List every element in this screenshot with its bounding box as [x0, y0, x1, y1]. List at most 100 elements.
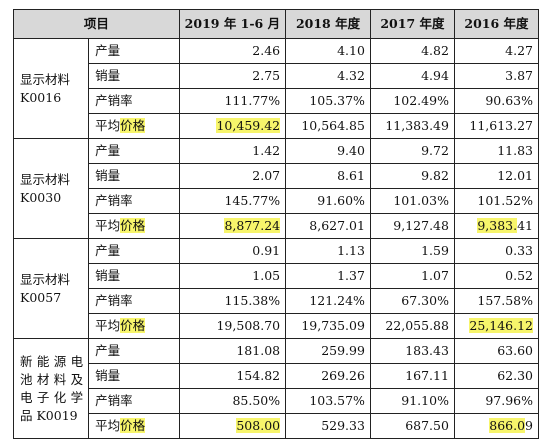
cell-value: 3.87 — [453, 63, 539, 89]
cell-value: 91.60% — [285, 188, 371, 214]
cell-value: 9,383.41 — [453, 213, 539, 239]
header-item: 项目 — [13, 9, 180, 39]
cell-value: 91.10% — [369, 388, 455, 414]
header-2018: 2018 年度 — [285, 9, 371, 39]
group-label-k0019: 新能源电 池材料及 电子化学 品 K0019 — [12, 338, 90, 439]
highlight: 8,877.24 — [224, 218, 281, 233]
cell-value: 10,564.85 — [285, 113, 371, 139]
table-row: 产销率 85.50% 103.57% 91.10% 97.96% — [14, 388, 539, 414]
highlight: 价格 — [120, 118, 146, 133]
header-row: 项目 2019 年 1-6 月 2018 年度 2017 年度 2016 年度 — [13, 9, 539, 39]
table-row: 销量 1.05 1.37 1.07 0.52 — [14, 263, 539, 289]
group-label-k0057: 显示材料 K0057 — [12, 238, 90, 339]
cell-value: 19,508.70 — [178, 313, 287, 339]
cell-value: 12.01 — [453, 163, 539, 189]
table-row: 产销率 111.77% 105.37% 102.49% 90.63% — [14, 88, 539, 114]
cell-value: 4.82 — [369, 38, 455, 64]
row-label: 销量 — [88, 63, 180, 89]
table-row: 显示材料 K0016 产量 2.46 4.10 4.82 4.27 — [12, 38, 539, 139]
cell-value: 25,146.12 — [453, 313, 539, 339]
row-label: 产销率 — [88, 388, 180, 414]
cell-value: 85.50% — [178, 388, 287, 414]
row-label: 产量 — [88, 38, 180, 64]
cell-value: 866.09 — [453, 413, 539, 439]
table-row: 销量 154.82 269.26 167.11 62.30 — [14, 363, 539, 389]
cell-value: 9.72 — [369, 138, 455, 164]
cell-value: 9.82 — [369, 163, 455, 189]
row-label: 产量 — [88, 138, 180, 164]
row-label: 产销率 — [88, 188, 180, 214]
cell-value: 103.57% — [285, 388, 371, 414]
cell-value: 269.26 — [285, 363, 371, 389]
cell-value: 0.33 — [453, 238, 539, 264]
cell-value: 4.94 — [369, 63, 455, 89]
cell-value: 508.00 — [178, 413, 287, 439]
row-label: 产量 — [88, 238, 180, 264]
header-2016: 2016 年度 — [453, 9, 539, 39]
table-row: 平均价格 19,508.70 19,735.09 22,055.88 25,14… — [14, 313, 539, 339]
cell-value: 2.75 — [178, 63, 287, 89]
highlight: 9,383. — [477, 218, 518, 233]
cell-value: 9,127.48 — [369, 213, 455, 239]
table-row: 销量 2.07 8.61 9.82 12.01 — [14, 163, 539, 189]
row-label: 平均价格 — [88, 213, 180, 239]
cell-value: 9.40 — [285, 138, 371, 164]
header-2019h1: 2019 年 1-6 月 — [178, 9, 287, 39]
product-sales-table: 项目 2019 年 1-6 月 2018 年度 2017 年度 2016 年度 … — [12, 9, 539, 439]
cell-value: 8,627.01 — [285, 213, 371, 239]
table-row: 销量 2.75 4.32 4.94 3.87 — [14, 63, 539, 89]
row-label: 平均价格 — [88, 113, 180, 139]
cell-value: 4.10 — [285, 38, 371, 64]
cell-value: 63.60 — [453, 338, 539, 364]
cell-value: 2.07 — [178, 163, 287, 189]
cell-value: 259.99 — [285, 338, 371, 364]
cell-value: 10,459.42 — [178, 113, 287, 139]
cell-value: 154.82 — [178, 363, 287, 389]
cell-value: 1.42 — [178, 138, 287, 164]
cell-value: 111.77% — [178, 88, 287, 114]
row-label: 销量 — [88, 163, 180, 189]
highlight: 10,459.42 — [216, 118, 281, 133]
table-row: 平均价格 10,459.42 10,564.85 11,383.49 11,61… — [14, 113, 539, 139]
cell-value: 183.43 — [369, 338, 455, 364]
table-row: 显示材料 K0030 产量 1.42 9.40 9.72 11.83 — [12, 138, 539, 239]
cell-value: 19,735.09 — [285, 313, 371, 339]
cell-value: 121.24% — [285, 288, 371, 314]
table-row: 产销率 145.77% 91.60% 101.03% 101.52% — [14, 188, 539, 214]
cell-value: 145.77% — [178, 188, 287, 214]
cell-value: 0.52 — [453, 263, 539, 289]
cell-value: 8,877.24 — [178, 213, 287, 239]
row-label: 销量 — [88, 263, 180, 289]
table-row: 显示材料 K0057 产量 0.91 1.13 1.59 0.33 — [12, 238, 539, 339]
cell-value: 4.27 — [453, 38, 539, 64]
cell-value: 115.38% — [178, 288, 287, 314]
cell-value: 167.11 — [369, 363, 455, 389]
cell-value: 1.13 — [285, 238, 371, 264]
table-row: 平均价格 508.00 529.33 687.50 866.09 — [14, 413, 539, 439]
row-label: 平均价格 — [88, 313, 180, 339]
cell-value: 11,613.27 — [453, 113, 539, 139]
highlight: 价格 — [120, 418, 146, 433]
highlight: 25,146.12 — [469, 318, 533, 333]
row-label: 产量 — [88, 338, 180, 364]
group-label-k0016: 显示材料 K0016 — [12, 38, 90, 139]
header-2017: 2017 年度 — [369, 9, 455, 39]
cell-value: 67.30% — [369, 288, 455, 314]
cell-value: 529.33 — [285, 413, 371, 439]
cell-value: 97.96% — [453, 388, 539, 414]
row-label: 平均价格 — [88, 413, 180, 439]
cell-value: 4.32 — [285, 63, 371, 89]
row-label: 产销率 — [88, 288, 180, 314]
cell-value: 8.61 — [285, 163, 371, 189]
cell-value: 105.37% — [285, 88, 371, 114]
cell-value: 101.52% — [453, 188, 539, 214]
cell-value: 11.83 — [453, 138, 539, 164]
cell-value: 22,055.88 — [369, 313, 455, 339]
row-label: 产销率 — [88, 88, 180, 114]
highlight: 价格 — [120, 318, 146, 333]
cell-value: 687.50 — [369, 413, 455, 439]
table-row: 平均价格 8,877.24 8,627.01 9,127.48 9,383.41 — [14, 213, 539, 239]
table-row: 产销率 115.38% 121.24% 67.30% 157.58% — [14, 288, 539, 314]
cell-value: 101.03% — [369, 188, 455, 214]
cell-value: 181.08 — [178, 338, 287, 364]
